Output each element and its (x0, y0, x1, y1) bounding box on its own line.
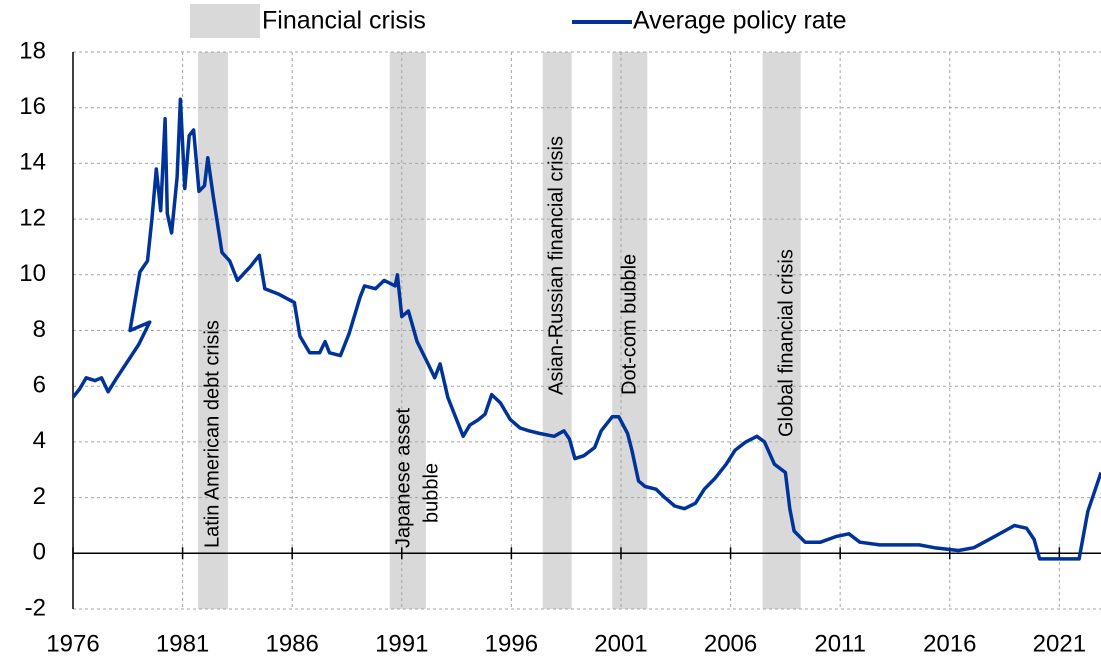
x-tick-label: 2011 (814, 630, 866, 657)
crisis-label: Latin American debt crisis (201, 320, 223, 548)
x-tick-label: 1991 (375, 630, 428, 657)
legend-swatch (190, 4, 260, 38)
crisis-label: bubble (420, 463, 442, 523)
legend-label: Financial crisis (262, 7, 426, 35)
rate-line (71, 97, 1101, 561)
y-tick-label: 2 (33, 483, 46, 510)
x-tick-label: 1976 (46, 630, 99, 657)
crisis-label: Dot-com bubble (618, 254, 640, 395)
y-tick-label: 10 (19, 260, 46, 287)
x-tick-label: 1996 (485, 630, 538, 657)
legend-label: Average policy rate (633, 7, 847, 35)
y-tick-label: 4 (33, 427, 46, 454)
x-tick-label: 2021 (1033, 630, 1086, 657)
y-tick-label: 14 (19, 149, 46, 176)
y-tick-label: -2 (25, 594, 46, 621)
x-tick-label: 2001 (594, 630, 647, 657)
x-tick-label: 2016 (923, 630, 976, 657)
y-tick-label: 12 (19, 204, 46, 231)
y-tick-label: 18 (19, 37, 46, 64)
y-tick-label: 8 (33, 316, 46, 343)
crisis-band (389, 52, 426, 609)
crisis-label: Global financial crisis (775, 249, 797, 437)
x-tick-label: 1981 (156, 630, 209, 657)
y-tick-label: 16 (19, 93, 46, 120)
x-tick-label: 1986 (265, 630, 318, 657)
crisis-label: Japanese asset (392, 407, 414, 548)
crisis-label: Asian-Russian financial crisis (545, 136, 567, 395)
y-tick-label: 0 (33, 539, 46, 566)
x-tick-label: 2006 (704, 630, 757, 657)
y-tick-label: 6 (33, 372, 46, 399)
crisis-band (612, 52, 648, 609)
